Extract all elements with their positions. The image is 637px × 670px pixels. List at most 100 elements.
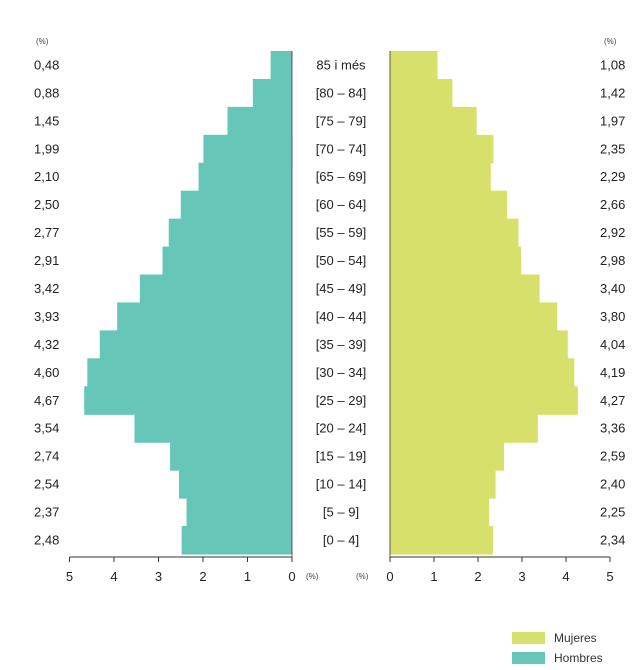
bar-mujeres: [390, 302, 558, 331]
bar-hombres: [170, 442, 292, 471]
bar-hombres: [87, 358, 292, 387]
value-label-hombres: 4,60: [34, 365, 59, 380]
bar-hombres: [181, 525, 292, 555]
age-group-label: [45 – 49]: [316, 281, 367, 296]
bar-hombres: [180, 190, 292, 220]
value-label-hombres: 2,74: [34, 449, 59, 464]
value-unit-left: (%): [36, 37, 49, 46]
value-label-mujeres: 3,40: [600, 281, 625, 296]
age-group-label: [75 – 79]: [316, 113, 367, 128]
age-group-label: [35 – 39]: [316, 337, 367, 352]
value-label-hombres: 3,42: [34, 281, 59, 296]
bar-mujeres: [390, 330, 568, 359]
legend-label-mujeres: Mujeres: [554, 631, 597, 645]
bar-mujeres: [390, 190, 508, 220]
bar-hombres: [252, 78, 292, 108]
legend-item-hombres: Hombres: [512, 648, 632, 668]
labels: 0,48 1,08 85 i més 0,88 1,42 [80 – 84] 1,45 1,9…: [34, 37, 625, 547]
age-group-label: [20 – 24]: [316, 421, 367, 436]
bars-hombres: [84, 51, 293, 555]
bar-hombres: [203, 134, 292, 164]
value-label-mujeres: 2,98: [600, 253, 625, 268]
value-label-mujeres: 2,66: [600, 197, 625, 212]
bar-hombres: [178, 470, 292, 499]
age-group-label: [40 – 44]: [316, 309, 367, 324]
age-group-label: [65 – 69]: [316, 169, 367, 184]
value-label-hombres: 2,10: [34, 169, 59, 184]
bars-mujeres: [390, 51, 578, 555]
value-label-mujeres: 1,42: [600, 85, 625, 100]
chart-legend: Mujeres Hombres: [512, 628, 632, 668]
value-label-mujeres: 2,29: [600, 169, 625, 184]
bar-mujeres: [390, 106, 477, 136]
age-group-label: [25 – 29]: [316, 393, 367, 408]
legend-swatch-mujeres: [512, 632, 545, 644]
value-label-mujeres: 1,08: [600, 57, 625, 72]
value-unit-right: (%): [604, 37, 617, 46]
bar-mujeres: [390, 470, 496, 499]
value-label-mujeres: 3,80: [600, 309, 625, 324]
axes: 5 4 3 2 1 0 0 1 2 3 4 5 (%) (%): [66, 51, 614, 584]
value-label-hombres: 4,32: [34, 337, 59, 352]
bar-mujeres: [390, 414, 538, 443]
age-group-label: [70 – 74]: [316, 141, 367, 156]
bar-hombres: [168, 218, 293, 248]
x-tick-label-right: 4: [562, 569, 569, 584]
age-group-label: [10 – 14]: [316, 477, 367, 492]
value-label-hombres: 1,99: [34, 141, 59, 156]
legend-item-mujeres: Mujeres: [512, 628, 632, 648]
bar-hombres: [99, 330, 292, 359]
legend-label-hombres: Hombres: [554, 651, 603, 665]
value-label-hombres: 1,45: [34, 113, 59, 128]
bar-hombres: [186, 498, 292, 527]
x-tick-label-right: 3: [518, 569, 525, 584]
age-group-label: [80 – 84]: [316, 85, 367, 100]
value-label-mujeres: 1,97: [600, 113, 625, 128]
value-label-hombres: 2,37: [34, 505, 59, 520]
x-tick-label-left: 4: [110, 569, 117, 584]
value-label-hombres: 2,54: [34, 477, 59, 492]
value-label-hombres: 2,48: [34, 532, 59, 547]
age-group-label: 85 i més: [316, 57, 366, 72]
age-group-label: [30 – 34]: [316, 365, 367, 380]
bar-hombres: [84, 386, 292, 415]
bar-mujeres: [390, 78, 453, 108]
value-label-hombres: 3,54: [34, 421, 59, 436]
value-label-mujeres: 2,40: [600, 477, 625, 492]
x-tick-label-left: 2: [199, 569, 206, 584]
bar-mujeres: [390, 274, 540, 304]
bar-mujeres: [390, 442, 504, 471]
age-group-label: [55 – 59]: [316, 225, 367, 240]
value-label-mujeres: 2,59: [600, 449, 625, 464]
value-label-mujeres: 2,34: [600, 532, 625, 547]
bar-mujeres: [390, 162, 491, 192]
x-tick-label-left: 5: [66, 569, 73, 584]
value-label-mujeres: 3,36: [600, 421, 625, 436]
value-label-mujeres: 2,25: [600, 505, 625, 520]
value-label-hombres: 2,50: [34, 197, 59, 212]
bar-hombres: [134, 414, 292, 443]
bar-hombres: [139, 274, 292, 304]
x-tick-label-left: 0: [288, 569, 295, 584]
age-group-label: [5 – 9]: [323, 505, 359, 520]
value-label-hombres: 0,88: [34, 85, 59, 100]
value-label-hombres: 3,93: [34, 309, 59, 324]
value-label-hombres: 2,77: [34, 225, 59, 240]
bar-mujeres: [390, 51, 438, 80]
age-group-label: [15 – 19]: [316, 449, 367, 464]
x-axis-unit-left: (%): [306, 572, 319, 581]
x-tick-label-left: 1: [244, 569, 251, 584]
value-label-mujeres: 4,27: [600, 393, 625, 408]
bar-hombres: [162, 246, 292, 276]
bar-hombres: [198, 162, 292, 192]
bar-mujeres: [390, 358, 575, 387]
x-tick-label-right: 0: [386, 569, 393, 584]
age-group-label: [0 – 4]: [323, 532, 359, 547]
x-axis-unit-right: (%): [356, 572, 369, 581]
x-tick-label-right: 5: [606, 569, 613, 584]
value-label-hombres: 0,48: [34, 57, 59, 72]
bar-mujeres: [390, 218, 519, 248]
bar-mujeres: [390, 134, 494, 164]
legend-swatch-hombres: [512, 652, 545, 664]
